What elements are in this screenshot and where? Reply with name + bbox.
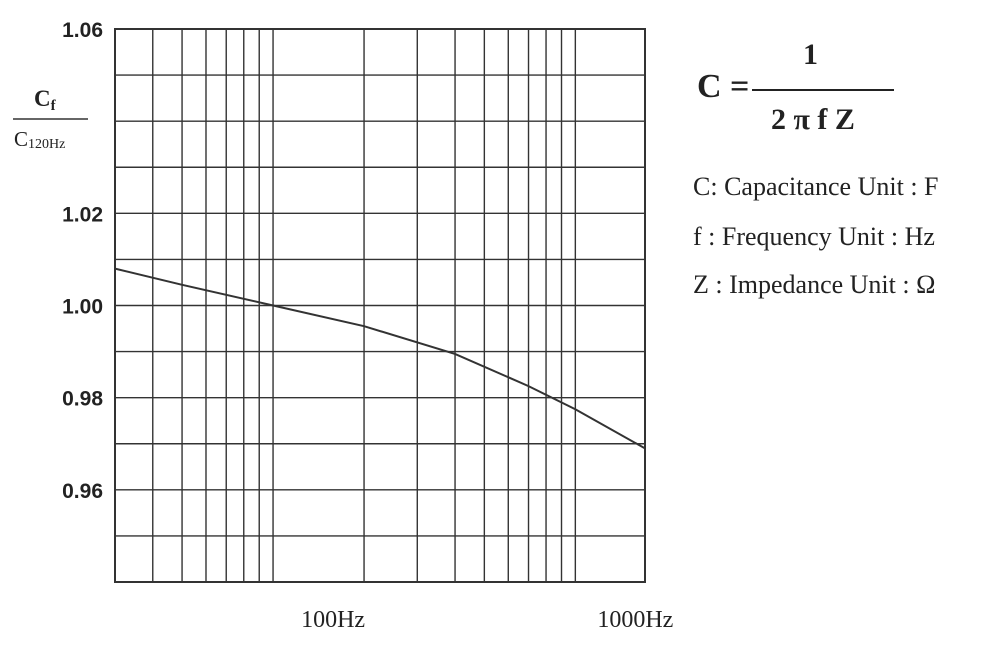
- formula-denominator: 2 π f Z: [771, 103, 855, 136]
- capacitance-frequency-chart: 1.061.021.000.980.96 100Hz 1000Hz Cf C120…: [13, 19, 673, 633]
- capacitance-ratio-line: [114, 267, 646, 450]
- formula-fraction-bar: [752, 89, 894, 91]
- plot-frame: [114, 28, 646, 583]
- x-tick-labels: 100Hz 1000Hz: [301, 607, 673, 633]
- formula-numerator: 1: [803, 38, 818, 71]
- svg-text:C120Hz: C120Hz: [14, 127, 65, 152]
- ylabel-numerator-sub: f: [51, 98, 57, 114]
- definition-frequency: f : Frequency Unit : Hz: [693, 222, 935, 251]
- formula-lhs: C =: [697, 68, 750, 105]
- svg-text:Cf: Cf: [34, 86, 57, 114]
- ylabel-denominator-sub: 120Hz: [28, 137, 65, 152]
- y-tick-label: 1.00: [62, 296, 103, 319]
- y-axis-label: Cf C120Hz: [13, 86, 88, 152]
- ylabel-denominator-main: C: [14, 127, 28, 151]
- definition-impedance: Z : Impedance Unit : Ω: [693, 270, 936, 299]
- y-tick-label: 1.02: [62, 203, 103, 226]
- y-tick-label: 0.96: [62, 480, 103, 503]
- x-tick-label: 100Hz: [301, 607, 365, 633]
- y-tick-label: 0.98: [62, 388, 103, 411]
- chart-grid: [115, 29, 645, 582]
- definition-capacitance: C: Capacitance Unit : F: [693, 172, 939, 201]
- x-tick-label: 1000Hz: [597, 607, 673, 633]
- y-tick-label: 1.06: [62, 19, 103, 42]
- ylabel-numerator-main: C: [34, 86, 51, 111]
- y-tick-labels: 1.06 1.02 1.00 0.98 0.96: [62, 19, 103, 503]
